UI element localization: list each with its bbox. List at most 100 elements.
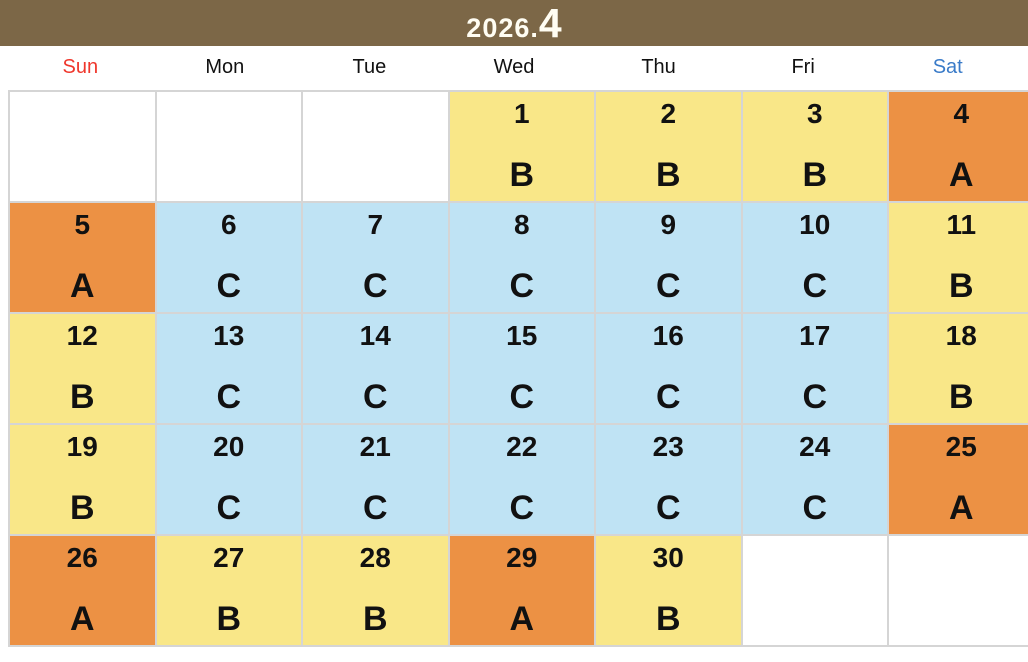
date-number: 30 xyxy=(652,542,684,573)
day-cell-30: 30 B xyxy=(594,534,743,647)
date-number: 8 xyxy=(513,209,530,240)
shift-letter: B xyxy=(362,600,388,638)
shift-letter: B xyxy=(802,156,828,194)
date-number: 4 xyxy=(953,98,970,129)
day-cell-empty xyxy=(887,534,1028,647)
shift-letter: A xyxy=(509,600,535,638)
shift-letter: B xyxy=(948,378,974,416)
shift-letter: C xyxy=(655,489,681,527)
date-number: 19 xyxy=(66,431,98,462)
date-number: 6 xyxy=(220,209,237,240)
shift-letter: C xyxy=(362,378,388,416)
date-number: 10 xyxy=(799,209,831,240)
shift-letter: B xyxy=(655,156,681,194)
date-number: 24 xyxy=(799,431,831,462)
weekday-thu: Thu xyxy=(641,55,676,78)
weekday-sun: Sun xyxy=(62,55,99,78)
weekday-fri: Fri xyxy=(791,55,815,78)
day-cell-13: 13 C xyxy=(154,312,303,425)
day-cell-17: 17 C xyxy=(740,312,889,425)
shift-letter: C xyxy=(655,267,681,305)
week-row-3: 12 B 13 C 14 C 15 C 16 C 17 C 18 B xyxy=(8,312,1028,425)
day-cell-24: 24 C xyxy=(740,423,889,536)
shift-letter: C xyxy=(802,267,828,305)
day-cell-16: 16 C xyxy=(594,312,743,425)
date-number: 21 xyxy=(359,431,391,462)
date-number: 11 xyxy=(946,209,977,240)
day-cell-10: 10 C xyxy=(740,201,889,314)
date-number: 17 xyxy=(799,320,831,351)
date-number: 3 xyxy=(806,98,823,129)
date-number: 9 xyxy=(660,209,677,240)
shift-letter: A xyxy=(948,489,974,527)
shift-letter: C xyxy=(509,378,535,416)
calendar-title-bar: 2026. 4 xyxy=(0,0,1028,46)
shift-letter: C xyxy=(216,378,242,416)
calendar-title: 2026. 4 xyxy=(466,0,561,47)
shift-letter: C xyxy=(216,489,242,527)
date-number: 18 xyxy=(945,320,977,351)
date-number: 2 xyxy=(660,98,677,129)
day-cell-20: 20 C xyxy=(154,423,303,536)
shift-letter: C xyxy=(802,489,828,527)
date-number: 15 xyxy=(506,320,538,351)
shift-letter: C xyxy=(509,489,535,527)
shift-letter: C xyxy=(216,267,242,305)
shift-letter: B xyxy=(948,267,974,305)
date-number: 14 xyxy=(359,320,391,351)
day-cell-29: 29 A xyxy=(447,534,596,647)
weekday-wed: Wed xyxy=(493,55,535,78)
day-cell-28: 28 B xyxy=(301,534,450,647)
date-number: 13 xyxy=(213,320,245,351)
weekday-tue: Tue xyxy=(352,55,387,78)
weekday-mon: Mon xyxy=(205,55,245,78)
week-row-5: 26 A 27 B 28 B 29 A 30 B xyxy=(8,534,1028,647)
shift-letter: C xyxy=(802,378,828,416)
date-number: 22 xyxy=(506,431,538,462)
day-cell-15: 15 C xyxy=(447,312,596,425)
date-number: 16 xyxy=(652,320,684,351)
day-cell-19: 19 B xyxy=(8,423,157,536)
weekday-sat: Sat xyxy=(932,55,963,78)
date-number: 12 xyxy=(66,320,98,351)
date-number: 5 xyxy=(74,209,91,240)
shift-letter: C xyxy=(655,378,681,416)
day-cell-12: 12 B xyxy=(8,312,157,425)
date-number: 7 xyxy=(367,209,384,240)
day-cell-14: 14 C xyxy=(301,312,450,425)
shift-letter: A xyxy=(948,156,974,194)
shift-letter: C xyxy=(509,267,535,305)
date-number: 26 xyxy=(66,542,98,573)
date-number: 23 xyxy=(652,431,684,462)
week-row-4: 19 B 20 C 21 C 22 C 23 C 24 C 25 A xyxy=(8,423,1028,536)
date-number: 28 xyxy=(359,542,391,573)
shift-letter: A xyxy=(69,267,95,305)
date-number: 25 xyxy=(945,431,977,462)
weekday-header-row: Sun Mon Tue Wed Thu Fri Sat xyxy=(0,46,1028,88)
shift-letter: A xyxy=(69,600,95,638)
day-cell-25: 25 A xyxy=(887,423,1028,536)
date-number: 1 xyxy=(513,98,530,129)
day-cell-26: 26 A xyxy=(8,534,157,647)
day-cell-empty xyxy=(8,90,157,203)
day-cell-23: 23 C xyxy=(594,423,743,536)
day-cell-11: 11 B xyxy=(887,201,1028,314)
shift-letter: B xyxy=(509,156,535,194)
date-number: 27 xyxy=(213,542,245,573)
shift-letter: B xyxy=(69,378,95,416)
title-year-prefix: 2026. xyxy=(466,12,539,43)
shift-letter: B xyxy=(69,489,95,527)
day-cell-18: 18 B xyxy=(887,312,1028,425)
date-number: 29 xyxy=(506,542,538,573)
shift-letter: B xyxy=(216,600,242,638)
